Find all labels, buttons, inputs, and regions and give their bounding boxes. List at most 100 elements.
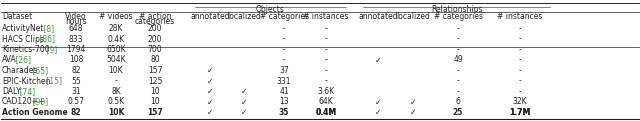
Text: 6: 6 [456,98,460,106]
Text: -: - [518,45,522,54]
Text: 10K: 10K [108,108,124,117]
Text: -: - [518,24,522,33]
Text: ✓: ✓ [241,108,247,117]
Text: [9]: [9] [44,45,57,54]
Text: 82: 82 [71,66,81,75]
Text: ✓: ✓ [410,108,416,117]
Text: [26]: [26] [13,56,31,64]
Text: -: - [324,45,328,54]
Text: CAD120++: CAD120++ [2,98,45,106]
Text: 0.4M: 0.4M [316,108,337,117]
Text: 700: 700 [148,45,163,54]
Text: Video: Video [65,12,87,21]
Text: 35: 35 [279,108,289,117]
Text: -: - [456,24,460,33]
Text: -: - [324,34,328,44]
Text: 650K: 650K [106,45,126,54]
Text: ✓: ✓ [207,66,213,75]
Text: [74]: [74] [17,87,35,96]
Text: Charades: Charades [2,66,38,75]
Text: Action Genome: Action Genome [2,108,68,117]
Text: hours: hours [65,17,87,26]
Text: [86]: [86] [37,34,55,44]
Text: 10K: 10K [109,66,124,75]
Text: categories: categories [135,17,175,26]
Text: 504K: 504K [106,56,126,64]
Text: ✓: ✓ [375,108,381,117]
Text: 49: 49 [453,56,463,64]
Text: ✓: ✓ [207,87,213,96]
Text: Kinetics-700: Kinetics-700 [2,45,50,54]
Text: -: - [324,56,328,64]
Text: HACS Clips: HACS Clips [2,34,44,44]
Text: # categories: # categories [433,12,483,21]
Text: [90]: [90] [30,98,49,106]
Text: ✓: ✓ [375,56,381,64]
Text: ✓: ✓ [410,98,416,106]
Text: 28K: 28K [109,24,124,33]
Text: Dataset: Dataset [2,12,32,21]
Text: 833: 833 [68,34,83,44]
Text: Objects: Objects [256,5,285,14]
Text: -: - [324,66,328,75]
Text: 82: 82 [70,108,81,117]
Text: 1.7M: 1.7M [509,108,531,117]
Text: 200: 200 [148,34,163,44]
Text: -: - [115,76,117,86]
Text: -: - [456,76,460,86]
Text: -: - [324,76,328,86]
Text: 55: 55 [71,76,81,86]
Text: ✓: ✓ [241,98,247,106]
Text: ✓: ✓ [207,76,213,86]
Text: 200: 200 [148,24,163,33]
Text: -: - [518,87,522,96]
Text: 13: 13 [279,98,289,106]
Text: 157: 157 [147,108,163,117]
Text: -: - [283,34,285,44]
Text: localized: localized [396,12,430,21]
Text: [15]: [15] [44,76,62,86]
Text: ✓: ✓ [207,98,213,106]
Text: 157: 157 [148,66,163,75]
Text: 25: 25 [453,108,463,117]
Text: annotated: annotated [358,12,398,21]
Text: 125: 125 [148,76,162,86]
Text: ✓: ✓ [241,87,247,96]
Text: 64K: 64K [319,98,333,106]
Text: -: - [456,87,460,96]
Text: -: - [518,56,522,64]
Text: 1.7M: 1.7M [509,108,531,117]
Text: ✓: ✓ [207,108,213,117]
Text: annotated: annotated [190,12,230,21]
Text: 10: 10 [150,98,160,106]
Text: 37: 37 [279,66,289,75]
Text: -: - [456,45,460,54]
Text: 31: 31 [71,87,81,96]
Text: ✓: ✓ [375,98,381,106]
Text: ActivityNet: ActivityNet [2,24,45,33]
Text: [8]: [8] [40,24,54,33]
Text: 0.5K: 0.5K [108,98,125,106]
Text: [65]: [65] [30,66,49,75]
Text: AVA: AVA [2,56,17,64]
Text: 10: 10 [150,87,160,96]
Text: 1794: 1794 [67,45,86,54]
Text: 0.4M: 0.4M [316,108,337,117]
Text: Relationships: Relationships [431,5,483,14]
Text: # categories: # categories [259,12,308,21]
Text: -: - [456,66,460,75]
Text: # instances: # instances [303,12,349,21]
Text: -: - [283,45,285,54]
Text: EPIC-Kitchen: EPIC-Kitchen [2,76,51,86]
Text: -: - [518,76,522,86]
Text: -: - [456,34,460,44]
Text: -: - [518,66,522,75]
Text: # instances: # instances [497,12,543,21]
Text: 3.6K: 3.6K [317,87,335,96]
Text: localized: localized [227,12,261,21]
Text: 108: 108 [69,56,83,64]
Text: DALY: DALY [2,87,21,96]
Text: 41: 41 [279,87,289,96]
Text: -: - [324,24,328,33]
Text: -: - [283,24,285,33]
